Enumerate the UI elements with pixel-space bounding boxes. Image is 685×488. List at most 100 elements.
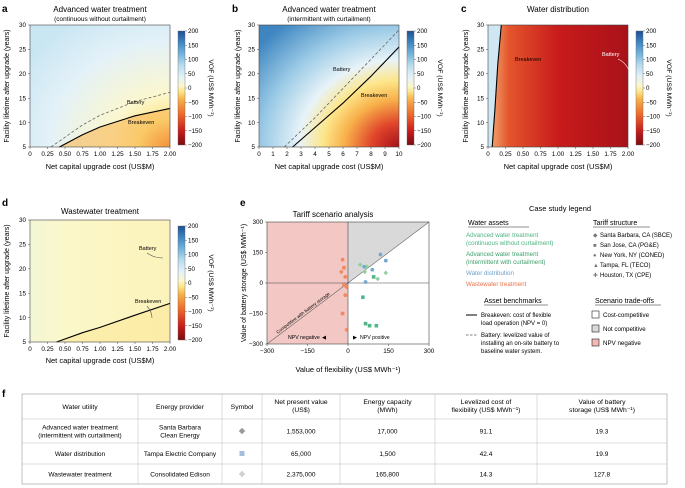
y-tick-label: 300 [252,219,263,226]
table-header-cell: (US$) [292,407,310,414]
x-tick-label: 10 [395,151,403,158]
x-tick-label: 1.75 [146,151,159,158]
battery-desc-3: baseline water system. [481,349,542,355]
y-tick-label: 5 [22,339,26,346]
axes: 0 1 2 3 4 5 6 7 8 9 10 5 10 15 20 25 30 [248,22,403,158]
table-cell: 14.3 [480,471,493,478]
colorbar [177,30,186,146]
y-axis-label: Value of battery storage (US$ MWh⁻¹) [241,224,248,342]
x-tick-label: 0.50 [59,346,72,353]
x-tick-label: 7 [355,151,359,158]
breakeven-desc-2: load operation (NPV = 0) [481,321,547,327]
x-tick-label: 1.25 [111,151,124,158]
y-tick-label: 150 [252,250,263,257]
y-tick-label: 5 [251,144,255,151]
colorbar-tick-label: 100 [646,57,657,64]
case-study-legend: Case study legend Water assets Advanced … [466,204,672,355]
table-header: Water utility Energy provider Symbol Net pr… [62,399,635,414]
colorbar-tick-label: −150 [188,323,202,330]
table-header-cell: (MWh) [377,407,397,414]
breakeven-curve [59,107,171,148]
x-axis-label: Value of flexibility (US$ MWh⁻¹) [295,365,401,374]
colorbar-tick-label: 50 [188,71,195,78]
table-frame [21,393,668,485]
panel-f-table: f Water utility Energy provider Symbol Net … [2,389,668,485]
colorbar-tick-label: −100 [188,114,202,121]
table-header-cell: Levelized cost of [461,399,512,406]
panel-letter: f [2,389,6,400]
y-tick-label: 0 [259,280,263,287]
legend-tariff-1: Santa Barbara, CA (SBCE) [600,233,672,239]
colorbar-tick-label: −50 [188,99,199,106]
x-tick-label: 1.00 [94,151,107,158]
colorbar-tick-label: 150 [188,42,199,49]
table-header-cell: Symbol [231,404,254,411]
panel-letter: e [240,198,246,209]
x-tick-label: 0.50 [517,151,530,158]
y-tick-label: 10 [19,315,27,322]
table-cell: 165,800 [376,471,400,478]
legend-asset-2: Advanced water treatment [466,251,539,258]
legend-tariff-4: Tampa, FL (TECO) [600,263,650,269]
scatter-point [370,267,375,272]
table-cell: 65,000 [291,451,311,458]
panel-title: Advanced water treatment [282,5,376,14]
x-tick-label: 0.75 [534,151,547,158]
x-tick-label: 6 [341,151,345,158]
colorbar-tick-label: 200 [646,28,657,35]
axes: 0 0.25 0.50 0.75 1.00 1.25 1.50 1.75 2.00 5 10 15 20… [477,22,635,158]
tariff-title: Tariff structure [593,220,637,227]
x-tick-label: 2.00 [622,151,635,158]
colorbar-tick-label: −50 [646,99,657,106]
arrow-right-icon: ▶ [353,335,357,341]
colorbar-tick-label: −200 [188,337,202,344]
panel-title: Advanced water treatment [53,5,147,14]
panel-e: e Tariff scenario analysis Competitive w… [240,198,435,374]
colorbar-tick-label: −100 [417,114,431,121]
panel-c: c Water distribution Breakeven Battery 0… [461,4,635,171]
panel-letter: c [461,4,467,15]
colorbar-tick-label: −50 [188,294,199,301]
x-tick-label: 1.75 [146,346,159,353]
x-tick-label: 3 [299,151,303,158]
scatter-point [343,293,348,298]
colorbar [177,225,186,341]
legend-asset-1: Advanced water treatment [466,232,539,239]
y-tick-label: 30 [477,22,485,29]
table-cell: 19.3 [596,428,609,435]
colorbar-tick-label: −150 [646,128,660,135]
colorbar-tick-label: 100 [188,57,199,64]
colorbar-tick-label: −200 [417,142,431,149]
swatch-not-competitive [591,324,600,333]
legend-tariff-5: Houston, TX (CPE) [600,273,651,279]
colorbar-tick-label: 200 [417,28,428,35]
colorbar-label: VOF (US$ MWh⁻¹) [207,59,214,116]
colorbar-tick-label: 150 [646,42,657,49]
x-tick-label: 2.00 [164,151,177,158]
water-assets-title: Water assets [468,220,509,227]
tradeoff-1: Cost-competitive [603,312,650,319]
y-axis-label: Facility lifetime after upgrade (years) [4,29,11,142]
scatter-point [362,264,367,269]
panel-letter: b [232,4,238,15]
x-tick-label: 0.25 [41,346,54,353]
x-tick-label: 0 [28,346,32,353]
scatter-point [338,269,344,275]
x-tick-label: 0.75 [76,346,89,353]
colorbar-tick-label: 0 [188,280,192,287]
y-tick-label: 25 [19,47,27,54]
x-tick-label: 9 [383,151,387,158]
panel-letter: d [2,198,8,209]
x-tick-label: 4 [313,151,317,158]
axes: 0 0.25 0.50 0.75 1.00 1.25 1.50 1.75 2.00 5 10 15 20… [19,22,177,158]
scatter-point [340,257,345,262]
panel-subtitle: (continuous without curtailment) [54,16,146,23]
x-tick-label: 0 [257,151,261,158]
colorbar-tick-label: 200 [188,28,199,35]
legend-asset-3: Water distribution [466,270,514,277]
x-tick-label: 0 [346,348,350,355]
table-row: Water distribution Tampa Electric Company… [55,451,609,458]
x-tick-label: 1.50 [129,151,142,158]
y-tick-label: 10 [248,120,256,127]
colorbar-label: VOF (US$ MWh⁻¹) [665,59,672,116]
